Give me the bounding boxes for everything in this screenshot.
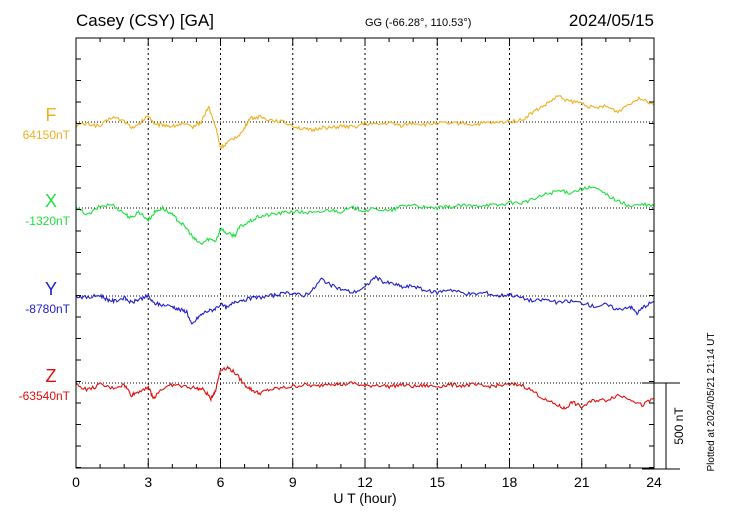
series-name-y: Y [45,279,57,299]
x-tick-label: 9 [289,474,297,490]
plotted-at-note: Plotted at 2024/05/21 21:14 UT [706,333,717,472]
series-layer: F 64150nT X -1320nT Y -8780nT Z -63540nT [19,95,655,410]
x-tick-label: 15 [429,474,445,490]
x-tick-label: 21 [574,474,590,490]
x-tick-label: 18 [502,474,518,490]
station-coordinates: GG (-66.28°, 110.53°) [365,17,471,29]
series-baseline-y: -8780nT [25,302,70,316]
x-tick-label: 3 [144,474,152,490]
scale-bar-label: 500 nT [672,407,686,445]
series-name-f: F [46,105,57,125]
series-line-y [75,275,655,325]
series-name-x: X [45,191,57,211]
x-tick-label: 6 [217,474,225,490]
x-tick-label: 24 [646,474,662,490]
x-axis-label: U T (hour) [333,490,396,506]
grid-lines [147,38,583,468]
chart-date: 2024/05/15 [569,11,654,30]
station-title: Casey (CSY) [GA] [76,11,214,30]
series-line-z [75,365,655,410]
x-tick-label: 12 [357,474,373,490]
series-baseline-z: -63540nT [19,389,71,403]
series-line-f [75,95,655,149]
series-baseline-x: -1320nT [25,214,70,228]
series-line-x [75,185,655,246]
x-axis: 0 3 6 9 12 15 18 21 24 [72,38,662,490]
x-tick-label: 0 [72,474,80,490]
scale-bar: 500 nT [642,382,686,470]
series-baseline-f: 64150nT [23,128,71,142]
series-name-z: Z [46,366,57,386]
